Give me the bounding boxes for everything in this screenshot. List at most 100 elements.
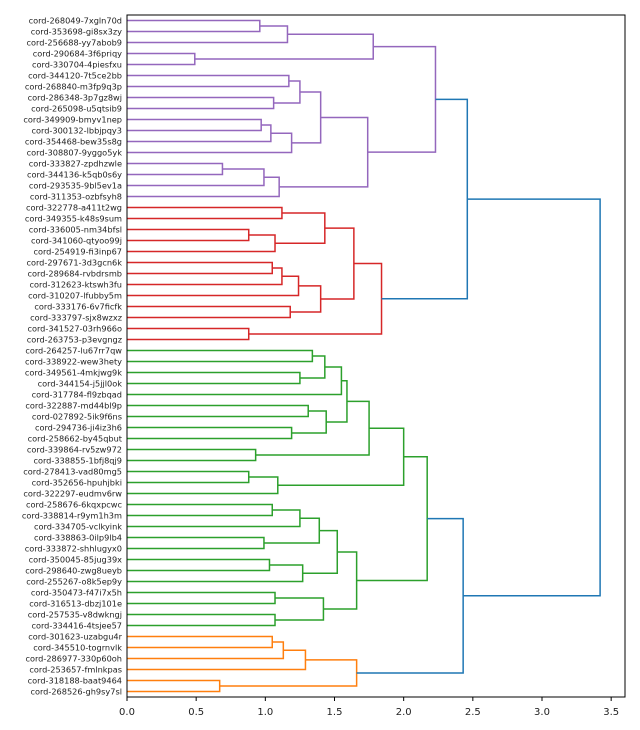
leaf-label: cord-286348-3p7gz8wj xyxy=(28,93,122,103)
dendrogram-link xyxy=(127,591,276,605)
dendrogram-link xyxy=(127,641,285,660)
dendrogram-link xyxy=(127,448,257,462)
leaf-label: cord-317784-fl9zbqad xyxy=(32,390,122,400)
leaf-label: cord-339864-rv5zw972 xyxy=(27,445,122,455)
dendrogram-link xyxy=(127,228,250,242)
dendrogram-link xyxy=(248,262,383,335)
dendrogram-link xyxy=(326,380,348,423)
dendrogram-link xyxy=(381,98,469,300)
dendrogram-link xyxy=(320,227,355,300)
leaf-label: cord-268840-m3fp9q3p xyxy=(25,82,122,92)
dendrogram-link xyxy=(127,371,301,385)
dendrogram-link xyxy=(127,635,273,649)
leaf-label: cord-318188-baat9464 xyxy=(28,676,122,686)
leaf-label: cord-293535-9bl5ev1a xyxy=(29,181,122,191)
leaf-label: cord-338814-r9ym1h3m xyxy=(22,511,122,521)
leaf-label: cord-268049-7xgln70d xyxy=(29,16,122,26)
dendrogram-link xyxy=(194,33,374,60)
leaf-label: cord-341527-03rh966o xyxy=(27,324,122,334)
dendrogram-links xyxy=(127,19,601,693)
dendrogram-link xyxy=(356,455,428,582)
dendrogram-link xyxy=(127,366,343,396)
dendrogram-link xyxy=(127,74,290,88)
leaf-label: cord-297671-3d3gcn6k xyxy=(26,258,122,268)
dendrogram-link xyxy=(127,19,261,33)
leaf-label: cord-322297-eudmv6rw xyxy=(23,489,122,499)
dendrogram-link xyxy=(127,305,291,319)
leaf-label: cord-344136-k5qb0s6y xyxy=(27,170,122,180)
leaf-label: cord-265098-u5qtsib9 xyxy=(31,104,122,114)
dendrogram-link xyxy=(127,649,307,671)
dendrogram-link xyxy=(127,613,276,627)
dendrogram-link xyxy=(291,91,322,144)
leaf-label: cord-278413-vad80mg5 xyxy=(23,467,122,477)
dendrogram-link xyxy=(127,558,271,572)
leaf-label: cord-290684-3f6priqy xyxy=(33,49,122,59)
leaf-label: cord-350045-85jug39x xyxy=(29,555,123,565)
leaf-label: cord-311353-ozbfsyh8 xyxy=(30,192,122,202)
leaf-label: cord-333872-shhlugyx0 xyxy=(25,544,122,554)
leaf-label: cord-352656-hpuhjbki xyxy=(32,478,122,488)
dendrogram-link xyxy=(127,96,275,110)
leaf-label: cord-354468-bew35s8g xyxy=(25,137,122,147)
leaf-labels: cord-268049-7xgln70dcord-353698-gi8sx3zy… xyxy=(22,16,123,697)
leaf-label: cord-344154-j5jjl0ok xyxy=(38,379,123,389)
leaf-label: cord-289684-rvbdrsmb xyxy=(27,269,122,279)
leaf-label: cord-333176-6v7ficfk xyxy=(34,302,122,312)
x-tick-label: 0.0 xyxy=(119,707,135,718)
dendrogram-link xyxy=(127,168,265,187)
dendrogram-link xyxy=(127,536,265,550)
dendrogram-link xyxy=(275,597,325,621)
leaf-label: cord-286977-330p60oh xyxy=(25,654,122,664)
dendrogram-link xyxy=(277,427,405,486)
leaf-label: cord-253657-fmlnkpas xyxy=(29,665,122,675)
leaf-label: cord-330704-4piesfxu xyxy=(32,60,122,70)
leaf-label: cord-333827-zpdhzwle xyxy=(29,159,122,169)
leaf-label: cord-301623-uzabgu4r xyxy=(28,632,122,642)
x-tick-label: 1.0 xyxy=(257,707,273,718)
leaf-label: cord-312623-ktswh3fu xyxy=(30,280,122,290)
leaf-label: cord-333797-sjx8wzxz xyxy=(30,313,122,323)
x-tick-label: 2.0 xyxy=(396,707,412,718)
dendrogram-link xyxy=(127,349,314,363)
dendrogram-link xyxy=(263,517,321,544)
leaf-label: cord-349561-4mkjwg9k xyxy=(25,368,122,378)
leaf-label: cord-349909-bmyv1nep xyxy=(23,115,122,125)
leaf-label: cord-308807-9yggo5yk xyxy=(27,148,123,158)
leaf-label: cord-264257-lu67rr7qw xyxy=(25,346,122,356)
dendrogram-link xyxy=(127,234,276,253)
dendrogram-link xyxy=(127,267,283,286)
leaf-label: cord-350473-f47i7x5h xyxy=(31,588,122,598)
leaf-label: cord-336005-nm34bfsl xyxy=(29,225,122,235)
dendrogram-link xyxy=(127,470,250,484)
dendrogram-link xyxy=(127,327,250,341)
x-tick-label: 1.5 xyxy=(327,707,343,718)
x-tick-label: 0.5 xyxy=(188,707,204,718)
x-tick-label: 3.5 xyxy=(603,707,619,718)
dendrogram-link xyxy=(356,517,464,674)
leaf-label: cord-256688-yy7abob9 xyxy=(27,38,122,48)
leaf-label: cord-255267-o8k5ep9y xyxy=(26,577,122,587)
dendrogram-link xyxy=(323,551,358,610)
leaf-label: cord-316513-dbzj101e xyxy=(29,599,122,609)
dendrogram-link xyxy=(127,564,304,583)
dendrogram-link xyxy=(127,176,280,198)
leaf-label: cord-322887-md44bl9p xyxy=(25,401,122,411)
leaf-label: cord-334416-4tsjee57 xyxy=(31,621,122,631)
leaf-label: cord-345510-togrnvlk xyxy=(33,643,122,653)
dendrogram-link xyxy=(463,198,601,597)
x-tick-label: 3.0 xyxy=(534,707,550,718)
leaf-label: cord-322778-a411t2wg xyxy=(26,203,122,213)
leaf-label: cord-027892-5ik9f6ns xyxy=(32,412,122,422)
dendrogram-link xyxy=(127,679,221,693)
leaf-label: cord-258676-6kqxpcwc xyxy=(26,500,122,510)
leaf-label: cord-268526-gh9sy7sl xyxy=(30,687,122,697)
dendrogram-link xyxy=(127,132,293,154)
leaf-label: cord-258662-by45qbut xyxy=(28,434,123,444)
dendrogram-link xyxy=(367,45,437,153)
dendrogram-link xyxy=(219,659,358,687)
leaf-label: cord-349355-k48s9sum xyxy=(25,214,122,224)
leaf-label: cord-294736-ji4iz3h6 xyxy=(35,423,122,433)
